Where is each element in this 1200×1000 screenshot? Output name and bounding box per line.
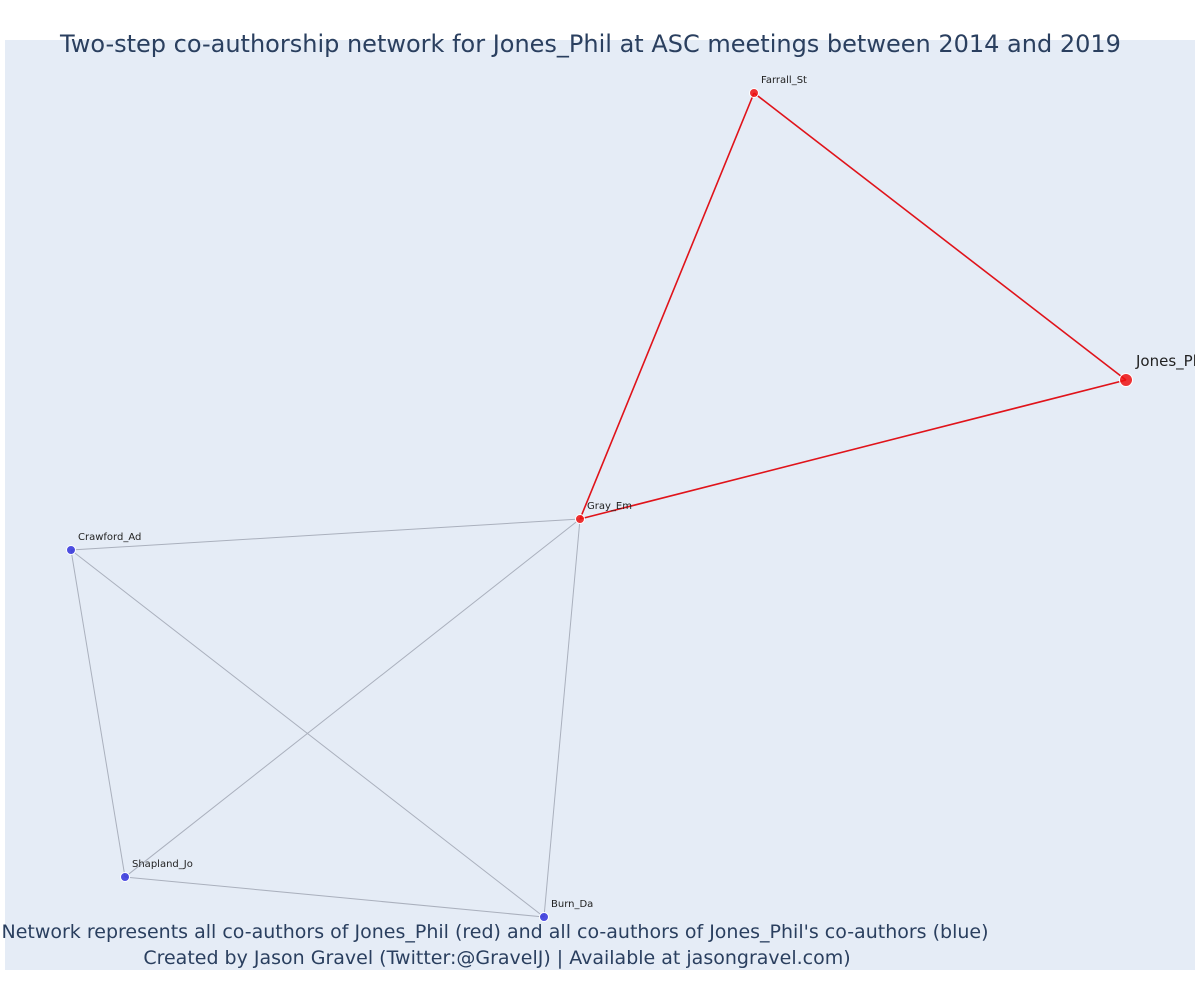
node-label-Burn_Da: Burn_Da [551,899,593,910]
node-label-Gray_Em: Gray_Em [587,501,632,512]
node-label-Farrall_St: Farrall_St [761,75,807,86]
edge-Gray_Em-Crawford_Ad [70,518,581,551]
node-Shapland_Jo[interactable] [120,872,130,882]
nodes-layer [66,88,1133,922]
node-label-Shapland_Jo: Shapland_Jo [132,859,193,870]
edge-Gray_Em-Jones_Phil [579,379,1127,520]
edge-Farrall_St-Gray_Em [579,92,755,520]
edge-Shapland_Jo-Burn_Da [124,876,545,918]
labels-layer: Jones_Phil Farrall_St Gray_Em Crawford_Ad Sh… [78,75,1200,910]
node-label-Jones_Phil: Jones_Phil [1135,352,1200,371]
edges-layer [70,92,1127,918]
edge-Gray_Em-Shapland_Jo [124,518,581,878]
node-Burn_Da[interactable] [539,912,549,922]
edge-Gray_Em-Burn_Da [543,518,581,918]
caption-line-2: Created by Jason Gravel (Twitter:@Gravel… [143,947,850,969]
edge-Crawford_Ad-Burn_Da [70,549,545,918]
node-Farrall_St[interactable] [749,88,759,98]
chart-title: Two-step co-authorship network for Jones… [59,30,1121,58]
node-label-Crawford_Ad: Crawford_Ad [78,532,141,543]
node-Crawford_Ad[interactable] [66,545,76,555]
edge-Crawford_Ad-Shapland_Jo [70,549,126,878]
caption-line-1: Network represents all co-authors of Jon… [1,921,988,943]
edge-Farrall_St-Jones_Phil [753,92,1127,381]
node-Gray_Em[interactable] [575,514,585,524]
node-Jones_Phil[interactable] [1119,373,1133,387]
